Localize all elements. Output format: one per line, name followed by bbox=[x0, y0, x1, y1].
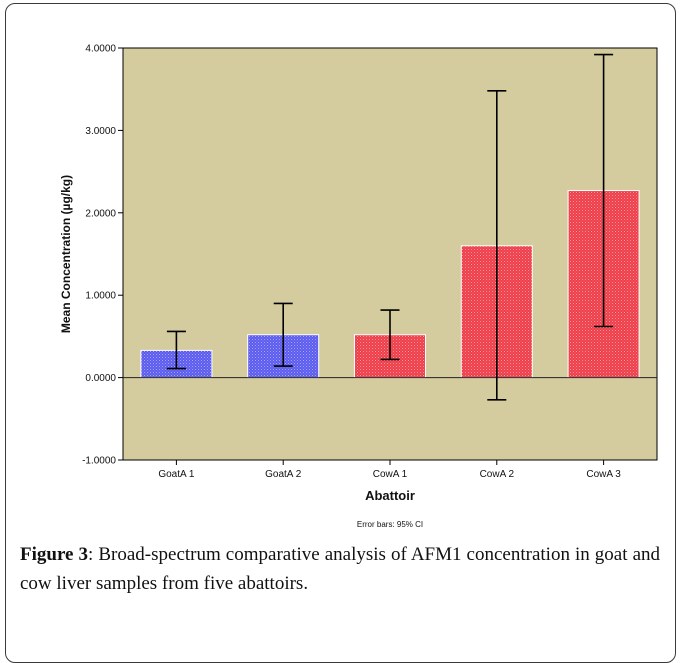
caption-text: : Broad-spectrum comparative analysis of… bbox=[20, 544, 660, 594]
x-tick-label: CowA 1 bbox=[373, 469, 408, 480]
y-tick-label: 2.0000 bbox=[85, 208, 116, 219]
figure-caption: Figure 3: Broad-spectrum comparative ana… bbox=[20, 540, 660, 598]
y-tick-label: 1.0000 bbox=[85, 291, 116, 302]
bar-chart: -1.0000 0.0000 1.0000 2.0000 3.0000 4.0000 Go… bbox=[59, 44, 658, 529]
y-tick-label: -1.0000 bbox=[82, 456, 116, 467]
y-tick-label: 0.0000 bbox=[85, 373, 116, 384]
x-axis: GoatA 1 GoatA 2 CowA 1 CowA 2 CowA 3 bbox=[158, 460, 621, 480]
error-bars-layer bbox=[166, 53, 614, 401]
y-axis-label: Mean Concentration (µg/kg) bbox=[59, 175, 73, 333]
y-axis: -1.0000 0.0000 1.0000 2.0000 3.0000 4.0000 bbox=[82, 44, 123, 467]
figure-label: Figure 3 bbox=[20, 544, 89, 565]
x-tick-label: CowA 3 bbox=[586, 469, 621, 480]
x-axis-label: Abattoir bbox=[365, 488, 415, 503]
x-tick-label: CowA 2 bbox=[480, 469, 515, 480]
x-tick-label: GoatA 1 bbox=[158, 469, 195, 480]
error-bar-cowa-2 bbox=[487, 90, 507, 401]
error-bar-goata-1 bbox=[166, 330, 186, 370]
x-tick-label: GoatA 2 bbox=[265, 469, 302, 480]
y-tick-label: 3.0000 bbox=[85, 126, 116, 137]
error-bar-cowa-1 bbox=[380, 309, 400, 361]
error-bar-cowa-3 bbox=[594, 53, 614, 328]
error-bar-note: Error bars: 95% CI bbox=[357, 520, 423, 529]
y-tick-label: 4.0000 bbox=[85, 44, 116, 55]
error-bar-goata-2 bbox=[273, 302, 293, 367]
